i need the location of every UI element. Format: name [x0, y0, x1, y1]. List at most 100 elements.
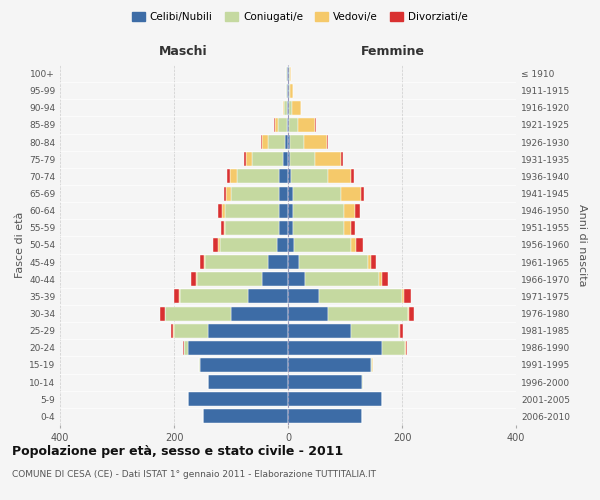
- Legend: Celibi/Nubili, Coniugati/e, Vedovi/e, Divorziati/e: Celibi/Nubili, Coniugati/e, Vedovi/e, Di…: [128, 8, 472, 26]
- Bar: [252, 152, 283, 166]
- Bar: [277, 238, 288, 252]
- Bar: [288, 306, 328, 320]
- Bar: [191, 272, 196, 286]
- Bar: [293, 204, 344, 218]
- Bar: [288, 410, 362, 424]
- Bar: [179, 290, 180, 304]
- Bar: [174, 290, 179, 304]
- Bar: [288, 186, 293, 200]
- Bar: [285, 135, 288, 149]
- Bar: [341, 152, 343, 166]
- Bar: [368, 255, 371, 269]
- Bar: [316, 152, 341, 166]
- Bar: [350, 324, 399, 338]
- Bar: [227, 170, 230, 183]
- Bar: [288, 324, 350, 338]
- Bar: [289, 101, 292, 115]
- Bar: [218, 238, 220, 252]
- Bar: [293, 186, 341, 200]
- Bar: [408, 306, 409, 320]
- Bar: [350, 221, 355, 235]
- Bar: [288, 118, 289, 132]
- Bar: [224, 221, 226, 235]
- Bar: [402, 290, 404, 304]
- Bar: [288, 255, 299, 269]
- Bar: [231, 186, 280, 200]
- Bar: [274, 118, 275, 132]
- Bar: [197, 272, 262, 286]
- Bar: [288, 358, 371, 372]
- Bar: [196, 272, 197, 286]
- Bar: [361, 186, 364, 200]
- Bar: [288, 341, 382, 355]
- Bar: [288, 135, 290, 149]
- Text: Maschi: Maschi: [159, 45, 208, 58]
- Bar: [199, 358, 200, 372]
- Bar: [404, 290, 411, 304]
- Bar: [288, 290, 319, 304]
- Bar: [214, 238, 218, 252]
- Bar: [304, 135, 327, 149]
- Bar: [262, 135, 268, 149]
- Bar: [160, 306, 165, 320]
- Bar: [288, 170, 291, 183]
- Bar: [350, 238, 356, 252]
- Bar: [278, 118, 287, 132]
- Bar: [289, 118, 298, 132]
- Bar: [294, 238, 350, 252]
- Bar: [170, 324, 173, 338]
- Bar: [290, 135, 304, 149]
- Bar: [226, 221, 280, 235]
- Bar: [188, 341, 288, 355]
- Bar: [268, 135, 285, 149]
- Text: Popolazione per età, sesso e stato civile - 2011: Popolazione per età, sesso e stato civil…: [12, 445, 343, 458]
- Bar: [280, 186, 288, 200]
- Bar: [298, 118, 315, 132]
- Bar: [293, 221, 344, 235]
- Bar: [286, 66, 287, 80]
- Bar: [291, 170, 328, 183]
- Bar: [220, 238, 277, 252]
- Bar: [231, 306, 288, 320]
- Bar: [284, 101, 287, 115]
- Bar: [204, 255, 205, 269]
- Bar: [305, 272, 379, 286]
- Bar: [283, 101, 284, 115]
- Bar: [287, 101, 288, 115]
- Text: Femmine: Femmine: [361, 45, 425, 58]
- Bar: [166, 306, 231, 320]
- Bar: [230, 170, 236, 183]
- Bar: [188, 392, 288, 406]
- Bar: [268, 255, 288, 269]
- Bar: [328, 170, 350, 183]
- Bar: [200, 358, 288, 372]
- Bar: [379, 272, 382, 286]
- Bar: [290, 66, 291, 80]
- Bar: [327, 135, 328, 149]
- Bar: [205, 255, 268, 269]
- Bar: [226, 186, 231, 200]
- Bar: [288, 375, 362, 389]
- Bar: [289, 84, 290, 98]
- Bar: [283, 152, 288, 166]
- Bar: [280, 204, 288, 218]
- Bar: [341, 186, 361, 200]
- Bar: [174, 324, 208, 338]
- Bar: [275, 118, 278, 132]
- Bar: [287, 118, 288, 132]
- Bar: [218, 204, 223, 218]
- Bar: [350, 170, 353, 183]
- Bar: [405, 341, 406, 355]
- Bar: [221, 221, 224, 235]
- Bar: [203, 410, 288, 424]
- Bar: [286, 84, 287, 98]
- Bar: [280, 221, 288, 235]
- Bar: [290, 152, 316, 166]
- Bar: [328, 306, 408, 320]
- Bar: [236, 170, 280, 183]
- Y-axis label: Fasce di età: Fasce di età: [15, 212, 25, 278]
- Bar: [292, 101, 301, 115]
- Bar: [371, 358, 373, 372]
- Bar: [409, 306, 414, 320]
- Bar: [288, 392, 382, 406]
